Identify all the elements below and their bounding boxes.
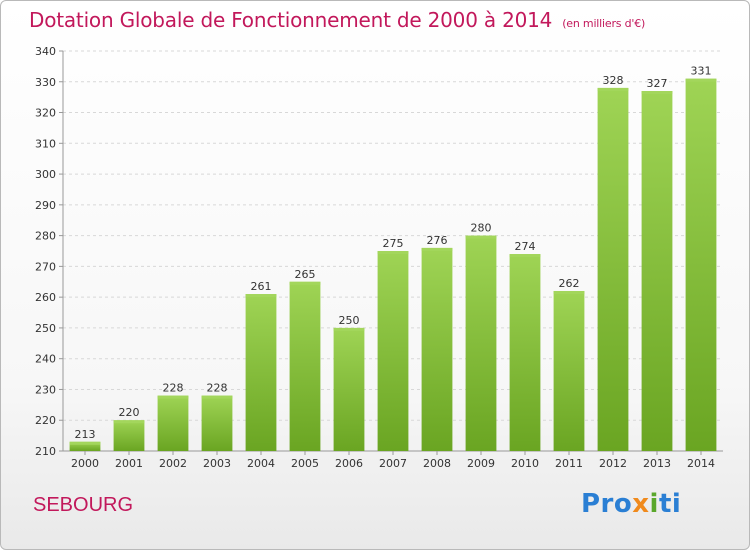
chart-unit: (en milliers d'€) bbox=[562, 17, 646, 30]
bar-top-highlight bbox=[509, 254, 541, 258]
value-label: 327 bbox=[647, 77, 668, 90]
bar-top-highlight bbox=[333, 327, 365, 331]
chart-title-text: Dotation Globale de Fonctionnement de 20… bbox=[29, 8, 553, 32]
bar-top-highlight bbox=[245, 294, 277, 298]
bar-2004 bbox=[245, 294, 277, 451]
value-label: 331 bbox=[691, 65, 712, 78]
bar-top-highlight bbox=[201, 395, 233, 399]
bar-2003 bbox=[201, 395, 233, 451]
bar-top-highlight bbox=[641, 91, 673, 94]
bar-top-highlight bbox=[157, 395, 189, 399]
x-tick-label: 2003 bbox=[203, 457, 231, 470]
bar-top-highlight bbox=[597, 87, 629, 91]
y-tick-label: 300 bbox=[35, 168, 56, 181]
x-tick-label: 2010 bbox=[511, 457, 539, 470]
bar-2009 bbox=[465, 235, 497, 451]
value-label: 276 bbox=[427, 234, 448, 247]
value-label: 261 bbox=[251, 280, 272, 293]
bar-top-highlight bbox=[465, 235, 497, 239]
x-tick-label: 2011 bbox=[555, 457, 583, 470]
value-label: 213 bbox=[75, 428, 96, 441]
bar-2006 bbox=[333, 327, 365, 451]
bar-2011 bbox=[553, 291, 585, 451]
x-tick-label: 2005 bbox=[291, 457, 319, 470]
y-tick-label: 310 bbox=[35, 137, 56, 150]
value-label: 220 bbox=[119, 406, 140, 419]
commune-name: SEBOURG bbox=[33, 494, 134, 516]
value-label: 280 bbox=[471, 222, 492, 235]
bar-top-highlight bbox=[421, 247, 453, 251]
logo-part: x bbox=[632, 489, 650, 519]
data-labels: 213 220 228 228 261 265 250 275 276 280 274 262 328 3… bbox=[75, 65, 712, 441]
x-tick-label: 2009 bbox=[467, 457, 495, 470]
bar-2012 bbox=[597, 87, 629, 451]
y-tick-label: 320 bbox=[35, 107, 56, 120]
chart-title: Dotation Globale de Fonctionnement de 20… bbox=[29, 8, 645, 32]
bar-top-highlight bbox=[113, 420, 145, 424]
value-label: 250 bbox=[339, 314, 360, 327]
bar-2000 bbox=[69, 441, 101, 451]
value-label: 262 bbox=[559, 277, 580, 290]
bar-2001 bbox=[113, 420, 145, 451]
logo-part: i bbox=[649, 489, 659, 519]
y-tick-label: 230 bbox=[35, 383, 56, 396]
proxiti-logo: Proxiti bbox=[581, 489, 681, 519]
y-tick-label: 290 bbox=[35, 199, 56, 212]
value-label: 274 bbox=[515, 240, 536, 253]
y-tick-label: 210 bbox=[35, 445, 56, 458]
y-tick-label: 220 bbox=[35, 414, 56, 427]
x-tick-label: 2000 bbox=[71, 457, 99, 470]
value-label: 228 bbox=[163, 382, 184, 395]
axes: 210 220 230 240 250 260 270 280 290 300 310 320 330 3… bbox=[35, 45, 723, 470]
y-tick-label: 240 bbox=[35, 353, 56, 366]
y-tick-label: 340 bbox=[35, 45, 56, 58]
x-tick-label: 2006 bbox=[335, 457, 363, 470]
logo-part: Pro bbox=[581, 489, 633, 519]
bar-2002 bbox=[157, 395, 189, 451]
x-tick-label: 2001 bbox=[115, 457, 143, 470]
bars bbox=[69, 78, 717, 451]
value-label: 265 bbox=[295, 268, 316, 281]
logo-part: ti bbox=[658, 489, 682, 519]
y-tick-label: 260 bbox=[35, 291, 56, 304]
x-tick-label: 2002 bbox=[159, 457, 187, 470]
y-tick-label: 280 bbox=[35, 230, 56, 243]
bar-top-highlight bbox=[69, 441, 101, 445]
bar-2014 bbox=[685, 78, 717, 451]
x-tick-label: 2004 bbox=[247, 457, 275, 470]
y-tick-label: 330 bbox=[35, 76, 56, 89]
bar-2013 bbox=[641, 91, 673, 451]
y-tick-label: 270 bbox=[35, 260, 56, 273]
value-label: 275 bbox=[383, 237, 404, 250]
x-tick-label: 2014 bbox=[687, 457, 715, 470]
bar-2010 bbox=[509, 254, 541, 451]
x-tick-label: 2008 bbox=[423, 457, 451, 470]
bar-top-highlight bbox=[553, 291, 585, 294]
bar-top-highlight bbox=[377, 251, 409, 254]
bar-2007 bbox=[377, 251, 409, 451]
bar-top-highlight bbox=[289, 281, 321, 285]
bar-top-highlight bbox=[685, 78, 717, 82]
value-label: 228 bbox=[207, 382, 228, 395]
x-tick-label: 2007 bbox=[379, 457, 407, 470]
bar-2008 bbox=[421, 247, 453, 451]
x-tick-label: 2013 bbox=[643, 457, 671, 470]
value-label: 328 bbox=[603, 74, 624, 87]
y-tick-label: 250 bbox=[35, 322, 56, 335]
bar-2005 bbox=[289, 281, 321, 451]
x-tick-label: 2012 bbox=[599, 457, 627, 470]
